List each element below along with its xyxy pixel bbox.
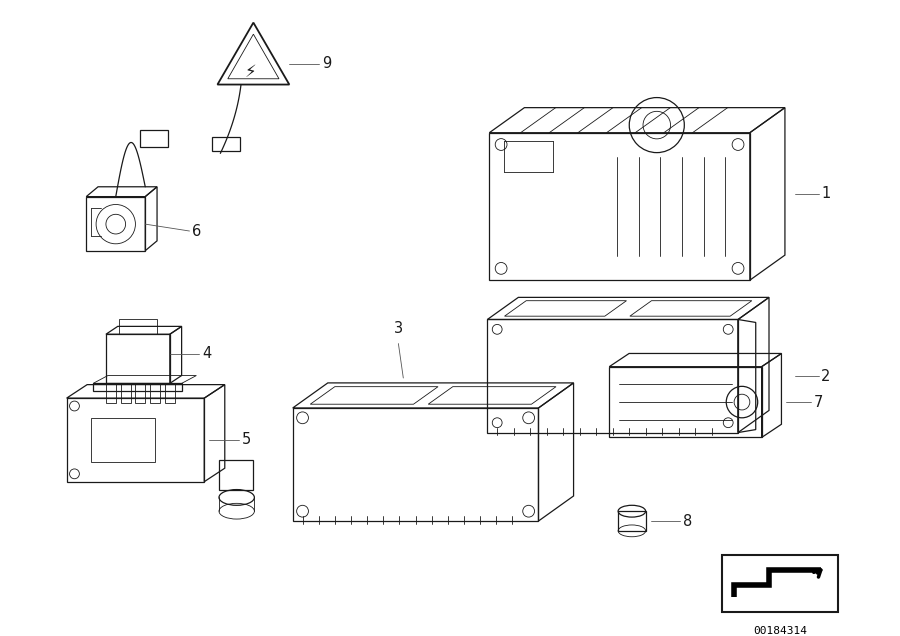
Text: 9: 9 [321, 57, 331, 71]
Text: 4: 4 [202, 347, 211, 361]
Text: ⚡: ⚡ [245, 63, 256, 81]
Text: 5: 5 [241, 432, 251, 447]
Text: 2: 2 [821, 368, 831, 384]
Text: 8: 8 [683, 513, 692, 529]
Text: 3: 3 [393, 321, 402, 336]
Text: 1: 1 [822, 186, 831, 202]
Text: 00184314: 00184314 [753, 626, 807, 636]
Text: 7: 7 [814, 394, 824, 410]
Text: 6: 6 [193, 223, 202, 238]
